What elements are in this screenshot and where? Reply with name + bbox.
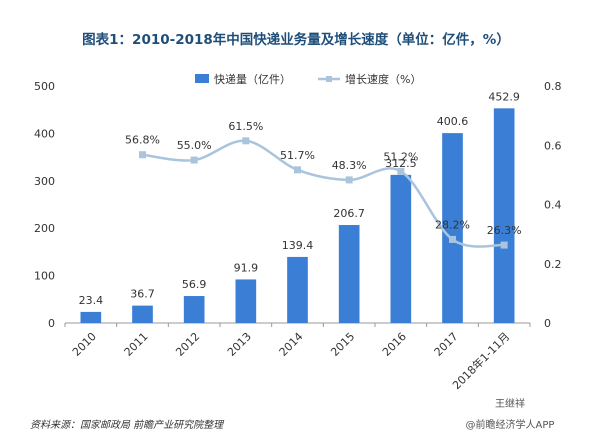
line-data-label: 61.5%: [228, 120, 263, 133]
bar-data-label: 91.9: [234, 261, 259, 274]
bar-series: 23.4 36.7 56.9 91.9 139.4 206.7 312.5 400.6 452.…: [79, 90, 520, 323]
bar-data-label: 400.6: [437, 115, 469, 128]
line-data-label: 48.3%: [332, 159, 367, 172]
growth-line: [142, 139, 505, 248]
legend-label-line: 增长速度（%）: [345, 72, 421, 86]
bar: [442, 133, 463, 323]
legend-label-bar: 快递量（亿件）: [214, 72, 291, 86]
left-y-axis: 0 100 200 300 400 500: [34, 80, 55, 330]
bar: [338, 225, 360, 323]
y-tick-label-right: 0.6: [544, 139, 562, 152]
legend-swatch-bar: [195, 74, 209, 83]
line-marker: [294, 166, 301, 174]
bar: [287, 256, 308, 323]
bar: [235, 279, 257, 323]
x-tick-label: 2013: [225, 330, 254, 359]
line-marker: [345, 176, 353, 184]
chart-title: 图表1：2010-2018年中国快递业务量及增长速度（单位：亿件，%）: [82, 31, 510, 48]
line-marker: [139, 151, 146, 159]
bar-data-label: 56.9: [182, 278, 207, 291]
bar: [183, 296, 205, 323]
x-axis: 2010 2011 2012 2013 2014 2015 2016 20172018年1-1…: [64, 323, 531, 392]
y-tick-label-right: 0: [544, 317, 551, 330]
line-marker: [500, 241, 508, 249]
y-tick-label-right: 0.8: [544, 80, 562, 93]
y-tick-label-right: 0.4: [544, 199, 562, 212]
line-data-label: 28.2%: [435, 218, 470, 231]
y-tick-label-left: 200: [34, 222, 55, 235]
right-y-axis: 0 0.2 0.4 0.6 0.8: [544, 80, 562, 330]
line-marker: [397, 167, 405, 175]
line-marker: [449, 235, 456, 243]
watermark-name: 王继祥: [495, 397, 525, 410]
y-tick-label-left: 0: [48, 317, 55, 330]
watermark-app: @前瞻经济学人APP: [466, 418, 555, 431]
bar: [493, 108, 515, 323]
bar: [390, 174, 412, 323]
x-tick-label: 2014: [277, 330, 306, 359]
line-series-group: 56.8% 55.0% 61.5% 51.7% 48.3% 51.2% 28.2% 26.3%: [125, 120, 522, 249]
y-tick-label-left: 400: [34, 127, 55, 140]
bar-data-label: 36.7: [130, 288, 155, 301]
x-tick-label: 2010: [70, 330, 99, 359]
line-marker: [242, 137, 250, 145]
bar-data-label: 139.4: [282, 239, 314, 252]
bar-data-label: 312.5: [385, 157, 417, 170]
line-data-label: 56.8%: [125, 134, 160, 147]
y-tick-label-right: 0.2: [544, 258, 562, 271]
bar-data-label: 206.7: [333, 207, 365, 220]
line-marker: [190, 156, 198, 164]
source-note: 资料来源：国家邮政局 前瞻产业研究院整理: [30, 419, 225, 431]
y-tick-label-left: 300: [34, 175, 55, 188]
x-tick-label: 2012: [173, 330, 202, 359]
legend-swatch-marker: [326, 76, 332, 82]
bar: [80, 311, 102, 323]
x-tick-label: 2017: [432, 330, 461, 359]
x-tick-label: 2016: [380, 330, 409, 359]
x-tick-label: 2011: [122, 330, 151, 359]
y-tick-label-left: 100: [34, 270, 55, 283]
line-data-label: 26.3%: [487, 224, 522, 237]
y-tick-label-left: 500: [34, 80, 55, 93]
line-data-label: 51.7%: [280, 149, 315, 162]
bar: [132, 305, 153, 323]
bar-data-label: 452.9: [488, 90, 520, 103]
bar-data-label: 23.4: [79, 294, 104, 307]
line-data-label: 55.0%: [177, 139, 212, 152]
legend: 快递量（亿件） 增长速度（%）: [195, 72, 421, 86]
line-data-label: 51.2%: [383, 150, 418, 163]
x-tick-label: 2015: [328, 330, 357, 359]
